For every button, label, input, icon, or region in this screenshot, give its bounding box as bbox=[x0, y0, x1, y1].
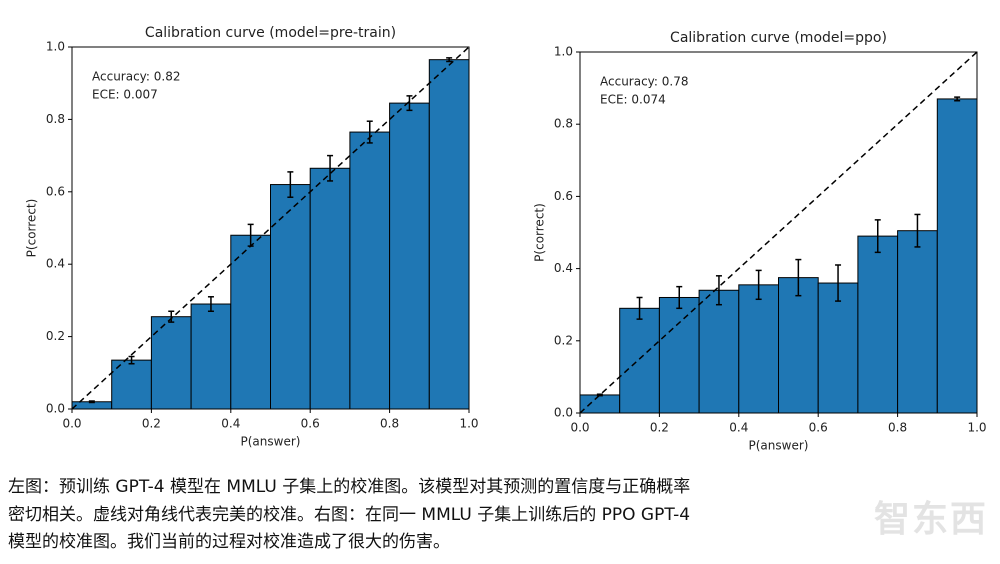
x-tick-label: 0.2 bbox=[650, 421, 669, 435]
caption-line: 左图：预训练 GPT-4 模型在 MMLU 子集上的校准图。该模型对其预测的置信… bbox=[8, 477, 691, 497]
x-tick-label: 0.4 bbox=[729, 421, 748, 435]
x-tick-label: 0.0 bbox=[62, 417, 81, 431]
bar bbox=[309, 167, 351, 410]
bar bbox=[817, 282, 859, 414]
bar bbox=[857, 235, 899, 414]
y-axis-label: P(correct) bbox=[25, 199, 39, 258]
y-tick-label: 0.8 bbox=[554, 117, 573, 131]
plot-frame bbox=[579, 51, 978, 414]
x-tick-label: 0.8 bbox=[888, 421, 907, 435]
annotation: ECE: 0.007 bbox=[92, 88, 158, 102]
bar bbox=[619, 307, 660, 414]
y-axis-label: P(correct) bbox=[533, 203, 547, 262]
annotation: Accuracy: 0.82 bbox=[92, 70, 181, 84]
bar bbox=[190, 303, 232, 410]
y-tick-label: 0.0 bbox=[554, 406, 573, 420]
y-tick-label: 0.2 bbox=[46, 329, 65, 343]
bar bbox=[698, 289, 740, 414]
annotation: ECE: 0.074 bbox=[600, 93, 666, 107]
y-tick-label: 1.0 bbox=[46, 40, 65, 54]
bar bbox=[428, 59, 470, 410]
caption-line: 密切相关。虚线对角线代表完美的校准。右图：在同一 MMLU 子集上训练后的 PP… bbox=[8, 504, 691, 525]
plot-frame bbox=[71, 46, 470, 410]
x-tick-label: 1.0 bbox=[967, 421, 986, 435]
y-tick-label: 0.6 bbox=[46, 184, 65, 198]
bar bbox=[658, 296, 700, 414]
chart-title: Calibration curve (model=pre-train) bbox=[145, 25, 396, 41]
y-tick-label: 0.8 bbox=[46, 112, 65, 126]
x-tick-label: 1.0 bbox=[459, 417, 478, 431]
y-tick-label: 0.6 bbox=[554, 189, 573, 203]
bar bbox=[579, 394, 621, 414]
annotation: Accuracy: 0.78 bbox=[600, 75, 689, 89]
bar bbox=[738, 284, 779, 414]
bar bbox=[936, 98, 978, 414]
y-tick-label: 0.4 bbox=[554, 261, 573, 275]
x-axis-label: P(answer) bbox=[749, 439, 809, 453]
y-tick-label: 0.4 bbox=[46, 257, 65, 271]
bar bbox=[778, 277, 819, 414]
y-tick-label: 0.0 bbox=[46, 402, 65, 416]
y-tick-label: 1.0 bbox=[554, 45, 573, 59]
bar bbox=[389, 102, 430, 410]
bar bbox=[270, 184, 311, 410]
charts: 0.0 0.2 0.4 0.6 0.8 1.0 0.0 0.2 0.4 0.6 0.8 1.0 Cali… bbox=[25, 25, 987, 453]
caption-line: 模型的校准图。我们当前的过程对校准造成了很大的伤害。 bbox=[8, 532, 450, 552]
x-tick-label: 0.2 bbox=[142, 417, 161, 431]
x-tick-label: 0.8 bbox=[380, 417, 399, 431]
watermark: 智东西 bbox=[873, 499, 988, 540]
x-tick-label: 0.6 bbox=[301, 417, 320, 431]
bar bbox=[230, 234, 272, 410]
caption: 左图：预训练 GPT-4 模型在 MMLU 子集上的校准图。该模型对其预测的置信… bbox=[8, 474, 690, 557]
x-axis-label: P(answer) bbox=[241, 435, 301, 449]
chart-title: Calibration curve (model=ppo) bbox=[670, 30, 887, 46]
bar bbox=[349, 131, 391, 410]
bar bbox=[897, 230, 938, 414]
x-tick-label: 0.4 bbox=[221, 417, 240, 431]
y-tick-label: 0.2 bbox=[554, 333, 573, 347]
x-tick-label: 0.0 bbox=[570, 421, 589, 435]
x-tick-label: 0.6 bbox=[809, 421, 828, 435]
